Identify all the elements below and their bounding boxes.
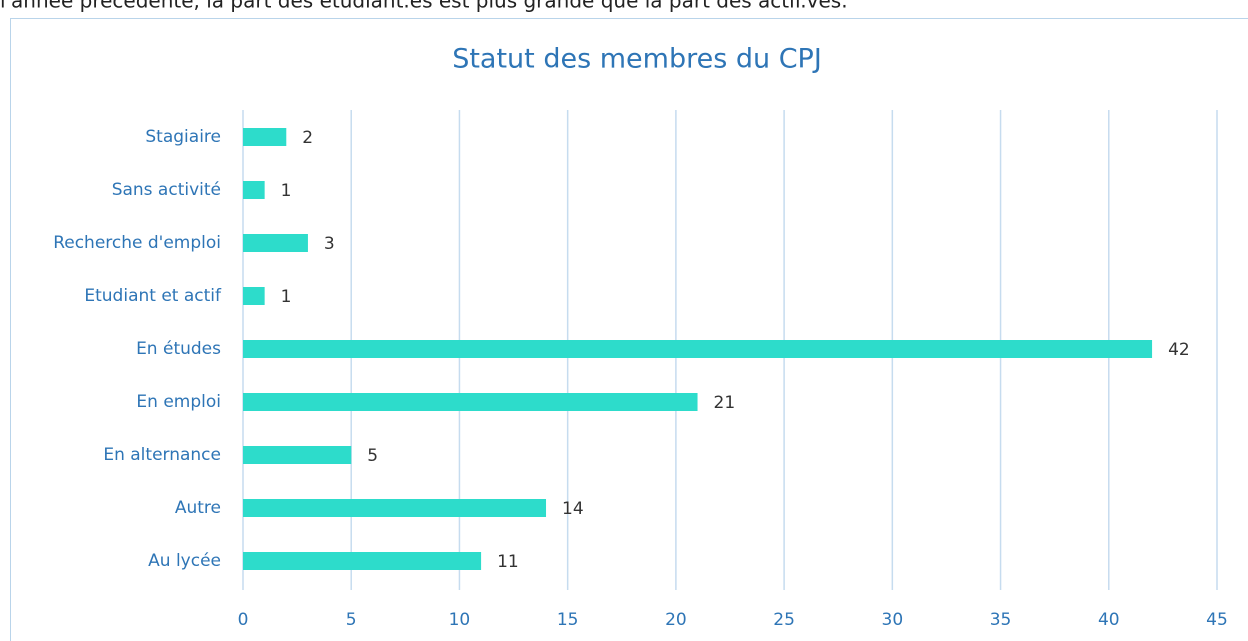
y-tick-label: Sans activité — [112, 180, 221, 200]
x-tick-label: 40 — [1098, 610, 1120, 630]
data-label: 42 — [1168, 340, 1190, 360]
bar — [243, 340, 1153, 358]
x-tick-label: 30 — [882, 610, 904, 630]
data-label: 3 — [324, 234, 335, 254]
bar — [243, 393, 698, 411]
data-label: 1 — [281, 181, 292, 201]
y-tick-label: Etudiant et actif — [84, 286, 222, 306]
bar — [243, 128, 287, 146]
bar — [243, 446, 352, 464]
chart-frame — [10, 18, 1248, 641]
data-label: 14 — [562, 499, 584, 519]
y-tick-label: En alternance — [103, 445, 221, 465]
x-tick-label: 35 — [990, 610, 1012, 630]
bar — [243, 287, 265, 305]
data-label: 21 — [714, 393, 736, 413]
data-label: 5 — [367, 446, 378, 466]
y-tick-label: Au lycée — [148, 551, 221, 571]
x-tick-label: 20 — [665, 610, 687, 630]
chart-title: Statut des membres du CPJ — [452, 44, 822, 75]
y-tick-label: En études — [136, 339, 221, 359]
y-tick-label: En emploi — [136, 392, 221, 412]
x-tick-label: 0 — [238, 610, 249, 630]
x-tick-label: 25 — [773, 610, 795, 630]
body-text: l'année précédente, la part des étudiant… — [0, 0, 848, 13]
data-label: 11 — [497, 552, 519, 572]
x-tick-label: 45 — [1206, 610, 1228, 630]
bar — [243, 181, 265, 199]
data-label: 2 — [302, 128, 313, 148]
bar — [243, 552, 482, 570]
y-tick-label: Autre — [175, 498, 221, 518]
data-label: 1 — [281, 287, 292, 307]
bar — [243, 234, 308, 252]
x-tick-label: 15 — [557, 610, 579, 630]
x-tick-label: 5 — [346, 610, 357, 630]
y-tick-label: Recherche d'emploi — [53, 233, 221, 253]
bar — [243, 499, 547, 517]
x-tick-label: 10 — [449, 610, 471, 630]
y-tick-label: Stagiaire — [145, 127, 221, 147]
